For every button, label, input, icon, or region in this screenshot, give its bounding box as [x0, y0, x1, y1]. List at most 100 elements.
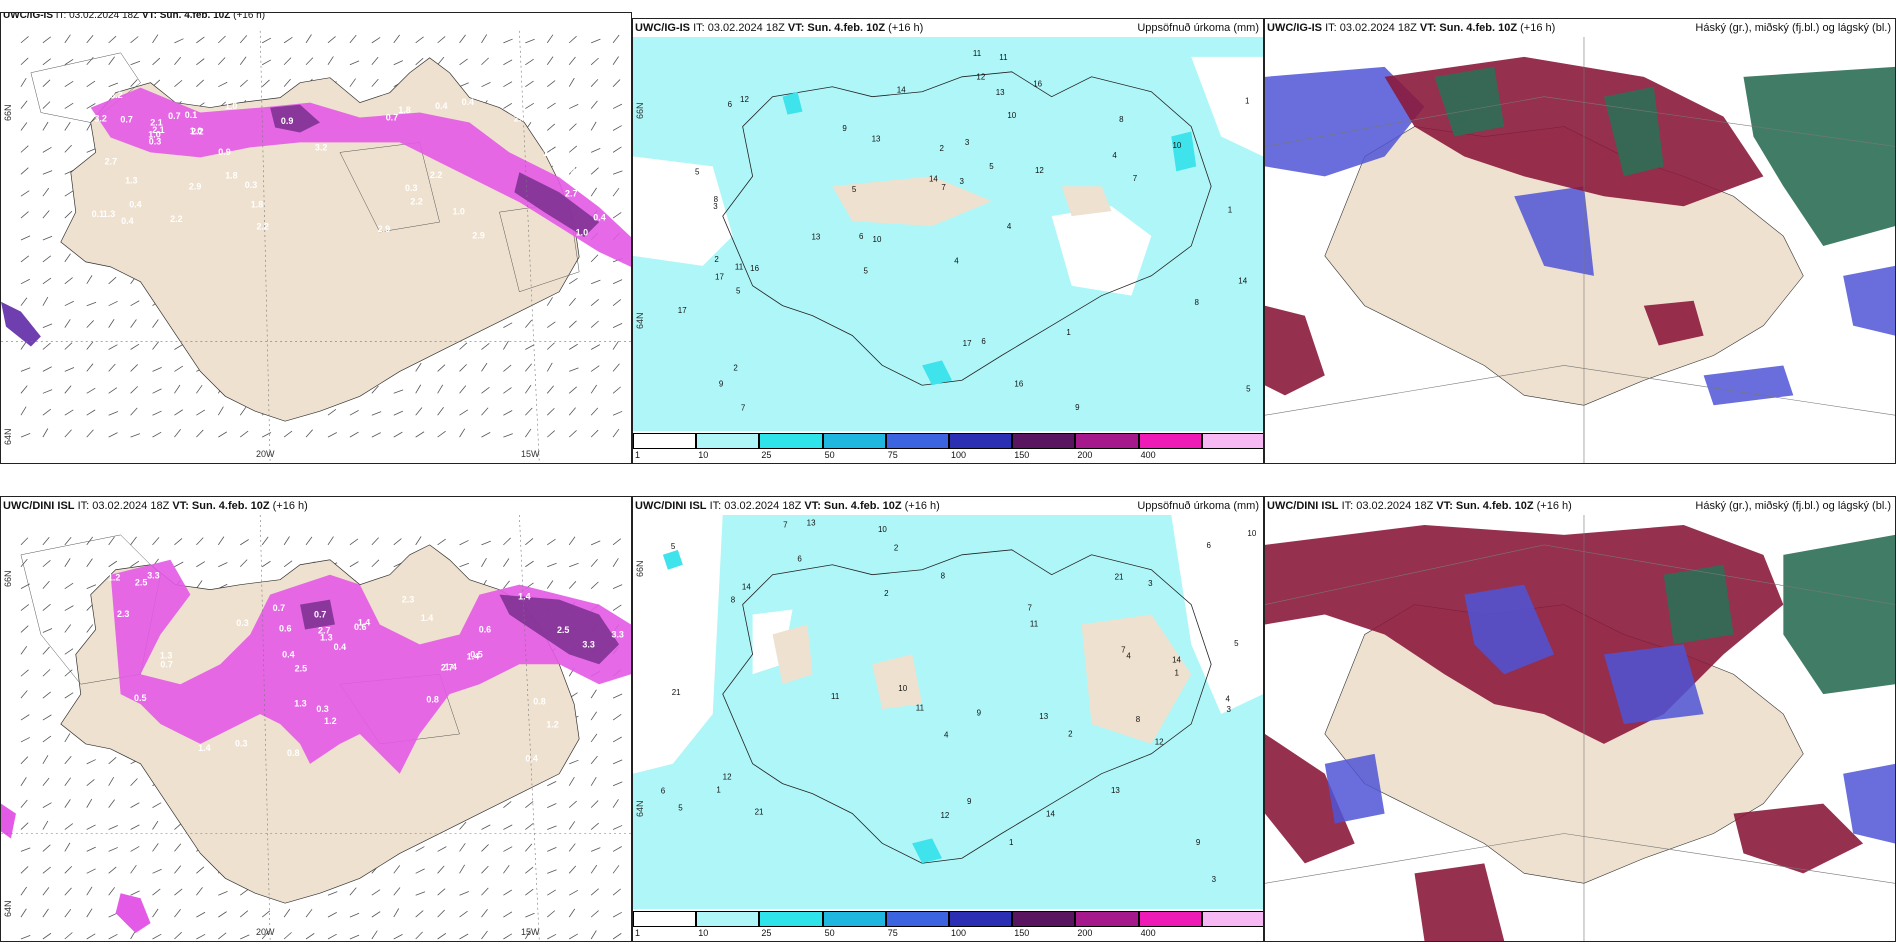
lon-label-15w: 15W: [521, 927, 540, 937]
map-value-label: 2: [1068, 730, 1073, 739]
map-value-label: 10: [878, 525, 887, 534]
map-value-label: 3.2: [94, 114, 106, 124]
model-name: UWC/DINI ISL: [3, 500, 75, 512]
wind-barb: [130, 864, 137, 874]
wind-barb: [612, 911, 622, 918]
wind-barb: [130, 386, 139, 394]
map-value-label: 10: [898, 684, 907, 693]
map-value-label: 4: [1112, 151, 1117, 160]
wind-barb: [612, 693, 623, 699]
wind-barb: [546, 34, 554, 44]
wind-barb: [42, 187, 50, 197]
map-value-label: 9: [967, 797, 972, 806]
colorbar-tick-label: 25: [761, 450, 772, 460]
map-value-label: 2.1: [152, 125, 164, 135]
map-value-label: 2.3: [117, 609, 129, 619]
wind-map[interactable]: 2.3 2.3 2.3 1.4 1.4 1.4 0.6 0.6 0.6 0.5 0.5 0.5 0.8 0…: [1, 515, 631, 941]
colorbar-tick-label: 75: [887, 450, 898, 460]
map-value-label: 14: [1046, 809, 1055, 818]
wind-barb: [503, 580, 510, 589]
map-value-label: 0.3: [316, 704, 328, 714]
wind-barb: [86, 341, 94, 350]
wind-barb: [108, 847, 118, 852]
wind-barb: [108, 536, 115, 546]
lat-label-64n: 64N: [635, 800, 645, 817]
precip-map[interactable]: 12 12 12 10 10 10 8 8 8 11 11 11 7 7 7 6 6 6 5 5 5 4 4 4 3 3 3 2 2 2 1…: [633, 515, 1263, 909]
wind-barb: [569, 103, 579, 109]
map-value-label: 3.3: [582, 639, 594, 649]
wind-barb: [108, 319, 115, 328]
wind-barb: [240, 539, 249, 546]
map-value-label: 2.7: [441, 663, 453, 673]
cloud-map[interactable]: [1265, 515, 1895, 941]
wind-barb: [240, 934, 250, 940]
wind-barb: [547, 321, 556, 328]
wind-barb: [152, 388, 162, 394]
wind-barb: [590, 540, 601, 546]
wind-barb: [525, 407, 533, 416]
wind-barb: [86, 779, 95, 787]
panel-dini-wind: UWC/DINI ISL IT: 03.02.2024 18Z VT: Sun.…: [0, 496, 632, 942]
wind-barb: [525, 38, 535, 44]
wind-barb: [20, 297, 28, 306]
map-value-label: 10: [1172, 141, 1181, 150]
precip-map[interactable]: 7 7 7 5 5 5 6 6 6 8 8 8 14 14 14 13 13 13 5 5 5 4 4 4 3 3 3 2 2 2 1 1 1 1…: [633, 37, 1263, 431]
map-value-label: 5: [864, 266, 869, 275]
wind-barb: [240, 888, 249, 896]
wind-barb: [86, 409, 96, 416]
wind-barb: [327, 408, 337, 416]
wind-barb: [568, 407, 576, 416]
map-value-label: 1.4: [518, 592, 530, 602]
precip-values: 7775556668881414141313135554443332221111…: [678, 49, 1251, 413]
wind-barb: [217, 536, 225, 546]
map-value-label: 6: [661, 787, 666, 796]
wind-barb: [525, 912, 535, 918]
wind-barb: [612, 299, 622, 307]
valid-time: VT: Sun. 4.feb. 10Z: [804, 500, 902, 512]
wind-barb: [305, 933, 315, 940]
colorbar-swatch: [759, 433, 823, 449]
map-value-label: 2.3: [573, 567, 585, 577]
wind-barb: [459, 933, 469, 940]
cloud-map[interactable]: [1265, 37, 1895, 463]
map-value-label: 7: [1133, 174, 1138, 183]
precip-band-magenta: [110, 559, 631, 774]
wind-barb: [64, 58, 74, 66]
wind-barb: [590, 800, 599, 808]
colorbar-tick-label: 200: [1077, 928, 1093, 938]
map-value-label: 8: [941, 571, 946, 580]
wind-barb: [64, 648, 74, 655]
wind-barb: [590, 755, 598, 765]
wind-barb: [130, 407, 138, 416]
map-value-label: 12: [940, 811, 949, 820]
wind-barb: [349, 410, 359, 416]
wind-barb: [261, 79, 270, 87]
lead-time: (+16 h): [272, 500, 308, 512]
wind-barb: [261, 432, 272, 438]
map-value-label: 12: [1035, 166, 1044, 175]
map-value-label: 0.3: [149, 137, 161, 147]
wind-map[interactable]: 2.1 2.1 2.1 2.2 2.2 2.2 2.9 2.9 2.9 1.0 1.0 1.0 1.3 1…: [1, 13, 631, 463]
wind-barb: [20, 122, 28, 131]
wind-barb: [349, 60, 360, 66]
wind-barb: [525, 363, 532, 372]
wind-barb: [503, 410, 513, 416]
wind-barb: [108, 35, 117, 44]
wind-barb: [174, 561, 184, 568]
wind-barb: [261, 560, 271, 568]
map-value-label: 4: [954, 256, 959, 265]
wind-barb: [415, 891, 426, 896]
wind-barb: [459, 821, 467, 830]
wind-barb: [42, 932, 52, 940]
wind-barb: [261, 59, 272, 66]
wind-barb: [152, 537, 160, 546]
wind-barb: [437, 909, 445, 918]
wind-barb: [218, 911, 227, 918]
map-value-label: 5: [671, 542, 676, 551]
panel-variable-title: Háský (gr.), miðský (fj.bl.) og lágský (…: [1695, 22, 1891, 34]
map-value-label: 10: [1007, 111, 1016, 120]
map-value-label: 4: [1126, 652, 1131, 661]
wind-barb: [42, 235, 53, 241]
wind-barb: [481, 432, 491, 438]
